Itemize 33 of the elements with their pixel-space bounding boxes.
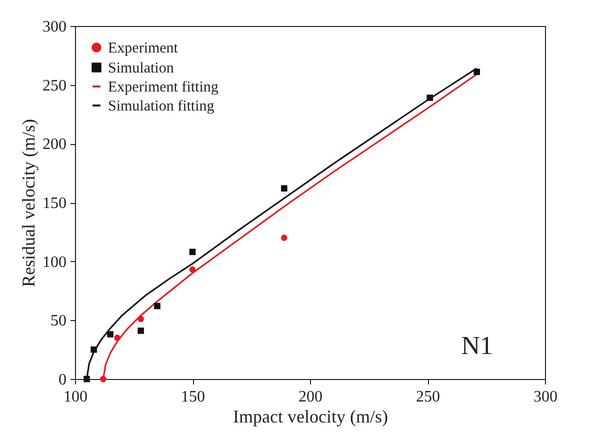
point [138,316,144,322]
y-tick-label: 150 [42,195,66,212]
x-tick-label: 200 [298,388,322,406]
y-tick-label: 0 [58,372,66,388]
y-tick-label: 250 [42,77,66,94]
point [138,328,144,334]
x-tick-label: 150 [181,388,205,406]
point [189,266,196,273]
annotation: N1 [461,331,493,360]
point [280,185,288,192]
point [426,94,434,101]
point [100,376,106,382]
point [90,346,97,353]
legend-label: Experiment [108,40,179,56]
legend-label: Simulation fitting [108,98,215,114]
y-tick-label: 300 [42,18,66,36]
point [474,68,480,76]
x-axis-title: Impact velocity (m/s) [233,406,388,426]
legend-label: Experiment fitting [108,80,219,96]
y-tick-label: 50 [50,312,66,330]
point [189,248,196,256]
point [280,234,288,241]
point [114,334,120,341]
y-tick-label: 100 [42,254,66,271]
point [107,331,114,338]
point [84,376,90,382]
x-tick-label: 100 [64,388,88,406]
x-tick-label: 250 [416,388,440,406]
x-tick-label: 300 [534,388,558,406]
legend-label: Simulation [108,60,174,76]
point [154,302,160,310]
y-axis-title: Residual velocity (m/s) [18,119,38,287]
y-tick-label: 200 [42,136,66,154]
